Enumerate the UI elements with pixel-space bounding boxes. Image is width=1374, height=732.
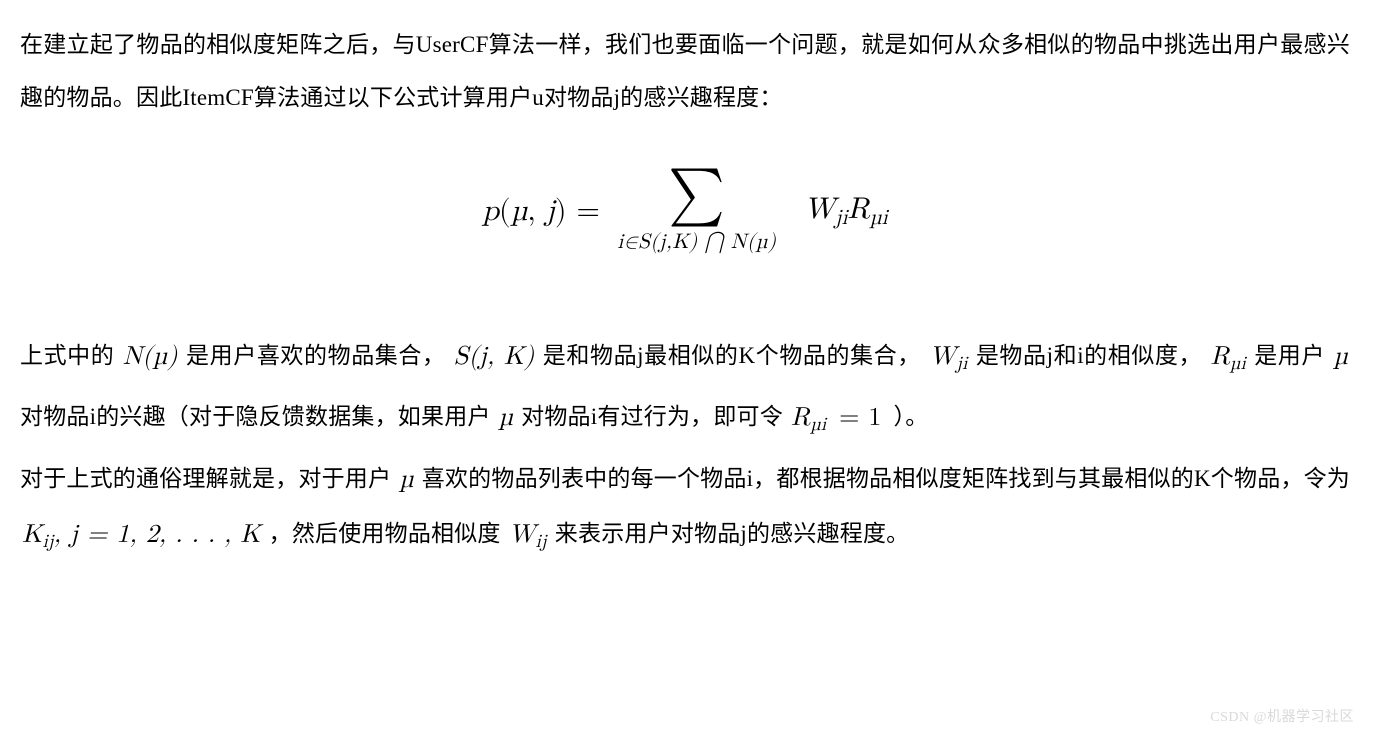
sym-R: R	[848, 194, 870, 224]
inline-Kij: Kij, j = 1, 2, . . . , K	[20, 522, 263, 548]
math-text: W	[929, 344, 956, 370]
paragraph-intro: 在建立起了物品的相似度矩阵之后，与UserCF算法一样，我们也要面临一个问题，就…	[20, 18, 1350, 124]
text-seg: 对物品i的兴趣（对于隐反馈数据集，如果用户	[20, 404, 497, 429]
sym-lparen: (	[499, 196, 511, 226]
text-seg: ，然后使用物品相似度	[269, 521, 507, 546]
sym-W: W	[804, 194, 835, 224]
sym-W-sub: ji	[835, 208, 848, 229]
inline-Wji: Wji	[927, 344, 969, 370]
inline-mu-3: µ	[397, 467, 416, 493]
math-text: K	[22, 522, 42, 548]
inline-Wij: Wij	[507, 522, 549, 548]
text-seg: 对于上式的通俗理解就是，对于用户	[20, 466, 397, 491]
math-text: µ	[399, 467, 414, 493]
text-seg: ）。	[894, 404, 929, 429]
text-seg: 是物品j和i的相似度，	[976, 343, 1202, 368]
inline-Rmui: Rµi	[1209, 344, 1248, 370]
watermark: CSDN @机器学习社区	[1210, 706, 1354, 726]
math-text: , j = 1, 2, . . . , K	[54, 522, 261, 548]
text-seg: 喜欢的物品列表中的每一个物品i，都根据物品相似度矩阵找到与其最相似的K个物品，令…	[422, 466, 1350, 491]
formula-rhs: WjiRµi	[804, 191, 888, 231]
paragraph-explain-1: 上式中的 N(µ) 是用户喜欢的物品集合， S(j, K) 是和物品j最相似的K…	[20, 329, 1350, 451]
sym-mu: µ	[511, 196, 528, 226]
math-sub: ij	[42, 532, 53, 551]
math-sub: µi	[1230, 354, 1246, 373]
summation: ∑ i∈S(j,K) ⋂ N(µ)	[617, 166, 776, 255]
math-text: R	[791, 405, 810, 431]
text-seg: 是用户	[1254, 343, 1331, 368]
inline-mu-2: µ	[497, 405, 516, 431]
paragraph-explain-2: 对于上式的通俗理解就是，对于用户 µ 喜欢的物品列表中的每一个物品i，都根据物品…	[20, 452, 1350, 568]
sym-eq: =	[567, 196, 600, 226]
math-sub: ij	[536, 532, 547, 551]
sym-p: p	[482, 196, 499, 226]
inline-mu-1: µ	[1331, 344, 1350, 370]
sym-R-sub: µi	[870, 208, 888, 229]
math-text: S(j, K)	[454, 344, 535, 370]
math-sub: ji	[956, 354, 967, 373]
document-body: 在建立起了物品的相似度矩阵之后，与UserCF算法一样，我们也要面临一个问题，就…	[0, 0, 1374, 568]
text-seg: 上式中的	[20, 343, 121, 368]
math-text: = 1	[826, 405, 885, 431]
sym-j: j	[546, 196, 555, 226]
formula-lhs: p(µ, j) =	[482, 193, 600, 229]
inline-N-mu: N(µ)	[121, 344, 180, 370]
summation-index: i∈S(j,K) ⋂ N(µ)	[617, 230, 776, 255]
text-seg: 来表示用户对物品j的感兴趣程度。	[555, 521, 910, 546]
inline-Rmui-eq-1: Rµi = 1	[789, 405, 888, 431]
text-seg: 对物品i有过行为，即可令	[521, 404, 789, 429]
text-seg: 是用户喜欢的物品集合，	[186, 343, 446, 368]
inline-S-jK: S(j, K)	[452, 344, 537, 370]
math-text: µ	[499, 405, 514, 431]
math-text: N(µ)	[123, 344, 178, 370]
sigma-icon: ∑	[624, 166, 770, 224]
math-sub: µi	[810, 416, 826, 435]
sym-rparen: )	[555, 196, 567, 226]
sym-comma: ,	[527, 196, 545, 226]
math-text: R	[1211, 344, 1230, 370]
math-text: µ	[1333, 344, 1348, 370]
text-seg: 是和物品j最相似的K个物品的集合，	[543, 343, 921, 368]
math-display-formula: p(µ, j) = ∑ i∈S(j,K) ⋂ N(µ) WjiRµi	[20, 166, 1350, 255]
math-text: W	[509, 522, 536, 548]
